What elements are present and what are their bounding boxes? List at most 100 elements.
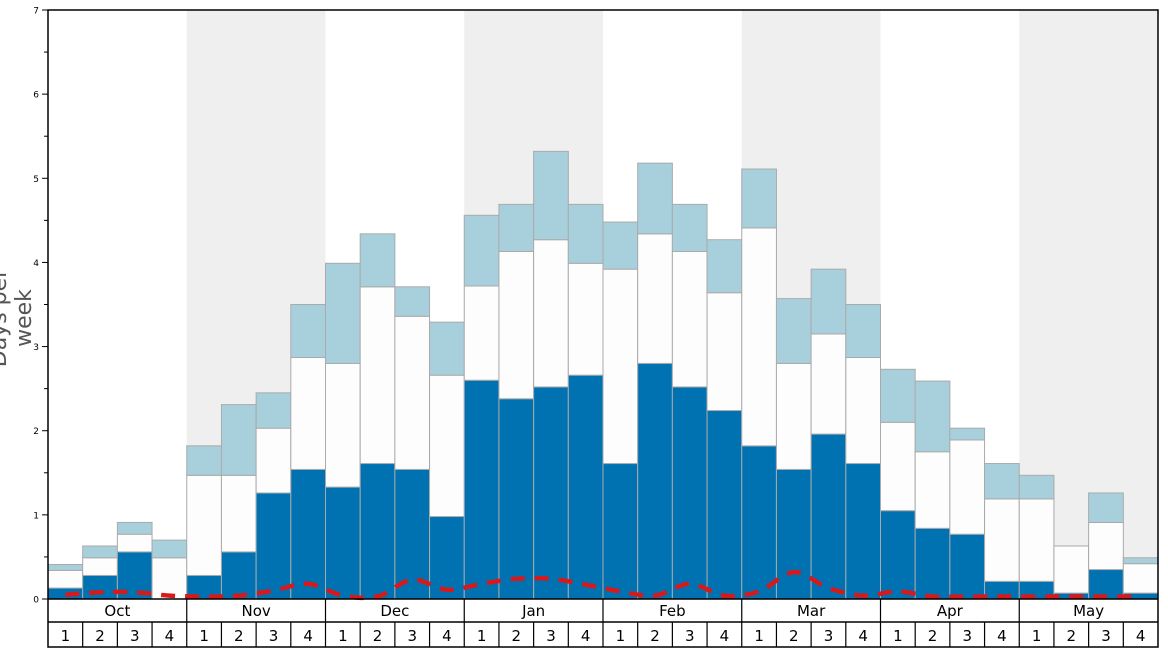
- week-label: 1: [893, 627, 903, 645]
- bar-segment: [290, 357, 326, 470]
- bar-segment: [429, 516, 465, 600]
- y-tick-label: 1: [33, 511, 39, 521]
- bar-segment: [914, 527, 951, 600]
- bar-segment: [706, 410, 743, 600]
- bar-segment: [880, 368, 916, 423]
- bar-segment: [1018, 474, 1055, 500]
- bar-segment: [775, 298, 812, 364]
- week-label: 2: [789, 627, 799, 645]
- month-label-dec: Dec: [380, 602, 409, 620]
- bar-segment: [47, 569, 84, 589]
- month-label-nov: Nov: [241, 602, 270, 620]
- dashed-line-series: [65, 569, 1141, 601]
- bar-segment: [775, 468, 812, 600]
- week-label: 3: [1101, 627, 1111, 645]
- week-label: 3: [407, 627, 417, 645]
- bar-segment: [394, 315, 431, 470]
- bar-segment: [1122, 557, 1159, 565]
- bar-segment: [845, 463, 881, 600]
- bar-segment: [602, 463, 639, 600]
- bar-segment: [671, 203, 708, 252]
- bar-segment: [880, 510, 916, 600]
- bar-segment: [637, 233, 673, 364]
- week-label: 4: [165, 627, 175, 645]
- bar-segment: [845, 304, 881, 359]
- bar-segment: [914, 451, 951, 529]
- week-label: 2: [1067, 627, 1077, 645]
- bar-segment: [151, 539, 188, 559]
- dashed-line: [65, 569, 1141, 601]
- week-label: 1: [1032, 627, 1042, 645]
- bar-segment: [914, 380, 951, 453]
- week-label: 1: [477, 627, 487, 645]
- week-label: 1: [754, 627, 764, 645]
- week-label: 4: [581, 627, 591, 645]
- bar-segment: [463, 379, 500, 600]
- bar-segment: [255, 392, 292, 429]
- bar-segment: [290, 468, 326, 600]
- week-label: 3: [685, 627, 695, 645]
- month-label-oct: Oct: [104, 602, 130, 620]
- bar-segment: [1088, 492, 1124, 523]
- y-tick-label: 4: [33, 259, 39, 269]
- bar-segment: [741, 445, 777, 600]
- bar-segment: [290, 304, 326, 359]
- week-label: 3: [269, 627, 279, 645]
- bar-segment: [741, 227, 777, 447]
- bar-segment: [741, 168, 777, 229]
- bar-segment: [325, 262, 361, 364]
- week-label: 4: [858, 627, 868, 645]
- month-label-jan: Jan: [521, 602, 545, 620]
- bar-segment: [1018, 498, 1055, 582]
- bar-segment: [186, 474, 222, 576]
- bar-segment: [984, 498, 1020, 582]
- week-label: 2: [95, 627, 105, 645]
- week-label: 3: [962, 627, 972, 645]
- bar-segment: [602, 221, 639, 270]
- bar-segment: [186, 445, 222, 476]
- bar-segment: [325, 362, 361, 488]
- bar-segment: [151, 557, 188, 600]
- week-label: 3: [824, 627, 834, 645]
- bar-segment: [116, 533, 153, 553]
- bar-segment: [359, 286, 396, 465]
- bar-segment: [359, 233, 396, 288]
- axes: [42, 9, 1159, 648]
- y-tick-label: 3: [33, 343, 39, 353]
- bar-segment: [637, 162, 673, 235]
- bar-segment: [671, 386, 708, 600]
- bar-segment: [220, 551, 257, 600]
- week-label: 4: [442, 627, 452, 645]
- week-label: 4: [997, 627, 1007, 645]
- bar-segment: [255, 427, 292, 494]
- week-label: 2: [928, 627, 938, 645]
- month-label-feb: Feb: [659, 602, 686, 620]
- y-tick-label: 0: [33, 596, 39, 606]
- bar-segment: [394, 286, 431, 317]
- bar-segment: [82, 557, 118, 576]
- bar-segment: [325, 486, 361, 600]
- week-label: 1: [616, 627, 626, 645]
- bar-segment: [116, 521, 153, 535]
- bar-segment: [567, 203, 604, 264]
- week-label: 3: [546, 627, 556, 645]
- bar-segment: [498, 250, 535, 400]
- bar-segment: [463, 214, 500, 287]
- bar-segment: [82, 545, 118, 559]
- bar-segment: [429, 321, 465, 376]
- bar-segment: [949, 427, 986, 441]
- month-label-mar: Mar: [797, 602, 826, 620]
- week-label: 2: [373, 627, 383, 645]
- bar-segment: [498, 398, 535, 600]
- bar-segment: [1122, 563, 1159, 594]
- week-label: 1: [338, 627, 348, 645]
- y-tick-label: 5: [33, 175, 39, 185]
- bar-segment: [949, 533, 986, 600]
- bar-segment: [845, 357, 881, 465]
- bar-segment: [533, 386, 569, 600]
- bar-segment: [359, 463, 396, 600]
- week-label: 2: [512, 627, 522, 645]
- bar-segment: [533, 150, 569, 241]
- y-tick-label: 6: [33, 91, 39, 101]
